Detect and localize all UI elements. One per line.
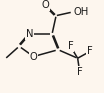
Text: F: F: [68, 41, 73, 51]
Text: OH: OH: [74, 7, 89, 17]
Text: F: F: [87, 46, 93, 56]
Text: N: N: [26, 29, 33, 39]
Text: F: F: [77, 67, 83, 77]
Text: O: O: [30, 52, 37, 62]
Text: O: O: [42, 0, 50, 10]
